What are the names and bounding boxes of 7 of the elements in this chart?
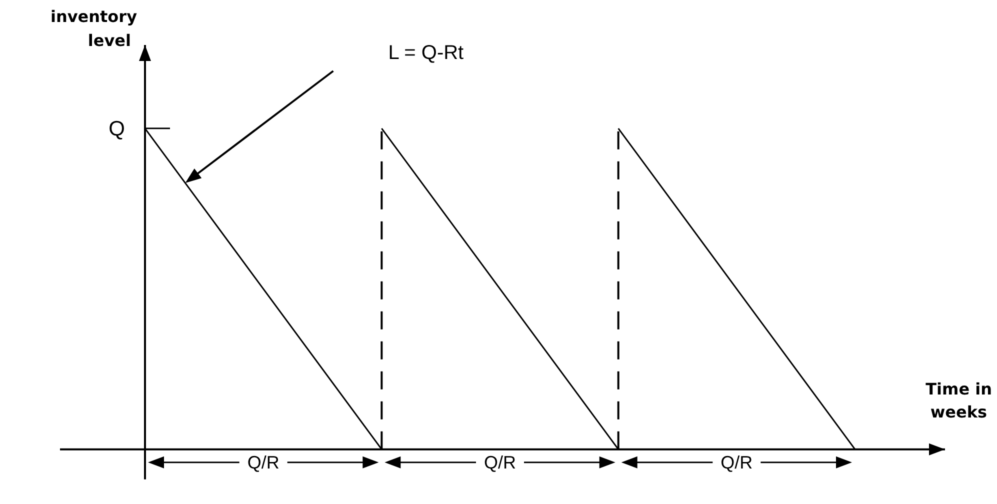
text: Q/R <box>484 452 516 472</box>
text: Q/R <box>247 452 280 472</box>
text: L = Q-Rt <box>388 42 464 64</box>
y-axis-title: inventory level <box>50 7 138 50</box>
annotation: Q <box>108 117 125 140</box>
x-axis-title: Time in weeks <box>926 379 992 422</box>
text: Q/R <box>720 452 753 472</box>
